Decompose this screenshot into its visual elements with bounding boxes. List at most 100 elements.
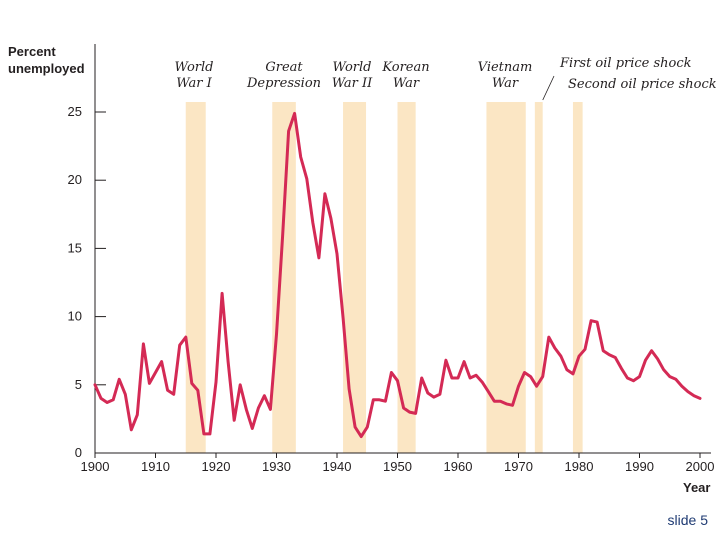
shaded-period-2 — [343, 102, 367, 453]
data-point-1958 — [445, 359, 447, 361]
data-point-1989 — [632, 380, 635, 382]
data-point-1973 — [536, 385, 538, 387]
data-point-1909 — [148, 382, 151, 385]
annotation-great-depression: Great Depression — [244, 60, 324, 92]
x-tick-label-1: 1910 — [141, 459, 170, 474]
data-point-1967 — [499, 400, 501, 402]
data-point-1911 — [160, 361, 163, 363]
data-point-1933 — [294, 112, 296, 114]
data-point-1925 — [245, 408, 247, 410]
data-point-1965 — [487, 391, 489, 393]
data-point-1982 — [590, 320, 592, 322]
annotation-ww1-line2: War I — [176, 76, 212, 91]
data-point-1901 — [100, 397, 102, 400]
slide-number: slide 5 — [667, 512, 708, 528]
data-point-1932 — [288, 130, 290, 132]
data-point-1990 — [638, 376, 641, 378]
data-point-1977 — [560, 355, 562, 357]
data-point-1923 — [233, 419, 235, 421]
data-point-1946 — [372, 399, 374, 401]
data-point-1971 — [523, 371, 526, 374]
data-point-1920 — [215, 381, 217, 383]
shaded-period-3 — [397, 102, 416, 453]
data-point-1952 — [409, 411, 411, 413]
data-point-1948 — [384, 400, 386, 402]
data-point-1975 — [548, 336, 550, 338]
data-point-1928 — [263, 395, 265, 397]
data-point-1922 — [227, 361, 229, 363]
y-tick-label-4: 20 — [68, 172, 82, 187]
data-point-1907 — [136, 414, 138, 416]
data-point-1905 — [124, 393, 126, 395]
x-tick-label-3: 1930 — [262, 459, 291, 474]
series-layer — [93, 111, 702, 439]
data-point-1988 — [626, 377, 629, 379]
data-point-1906 — [130, 429, 132, 431]
annotation-vietnam-war-line1: Vietnam — [477, 60, 533, 75]
data-point-1912 — [167, 389, 169, 391]
data-point-1963 — [475, 374, 477, 376]
data-point-1991 — [644, 359, 647, 361]
data-point-1917 — [197, 389, 199, 391]
data-point-1935 — [306, 178, 308, 180]
annotation-great-depression-line2: Depression — [246, 76, 322, 91]
data-point-1995 — [669, 376, 671, 378]
data-point-1960 — [457, 377, 459, 379]
data-point-1903 — [112, 399, 114, 401]
data-point-1987 — [620, 367, 622, 370]
data-point-1969 — [511, 404, 514, 406]
data-point-1985 — [608, 354, 610, 356]
y-tick-label-1: 5 — [75, 377, 82, 392]
data-point-1950 — [396, 380, 399, 382]
data-point-1994 — [663, 369, 665, 371]
annotation-korean-war: Korean War — [378, 60, 434, 92]
data-point-1996 — [675, 378, 677, 380]
data-point-1956 — [433, 396, 435, 398]
data-point-1966 — [493, 400, 495, 402]
data-point-1944 — [360, 436, 362, 438]
x-tick-label-8: 1980 — [565, 459, 594, 474]
shaded-period-1 — [272, 102, 296, 453]
data-point-1964 — [481, 381, 483, 383]
x-tick-label-5: 1950 — [383, 459, 412, 474]
x-tick-label-9: 1990 — [625, 459, 654, 474]
annotation-ww2: World War II — [326, 60, 378, 92]
annotation-vietnam-war: Vietnam War — [474, 60, 536, 92]
data-point-1945 — [366, 426, 368, 428]
data-point-1921 — [221, 292, 223, 295]
data-point-1968 — [505, 403, 507, 405]
first-oil-shock-pointer — [542, 75, 555, 101]
data-point-1942 — [348, 388, 350, 390]
data-point-1976 — [554, 347, 556, 349]
data-point-1915 — [185, 336, 187, 338]
data-point-1934 — [300, 156, 302, 158]
data-point-1970 — [517, 385, 520, 387]
axes: 0 5 10 15 20 25 1900 1910 1920 1930 1940 1950 1960 19… — [68, 44, 714, 474]
data-point-1937 — [318, 257, 320, 259]
annotation-ww1-line1: World — [174, 60, 214, 75]
data-point-1953 — [415, 412, 417, 415]
y-tick-label-0: 0 — [75, 445, 82, 460]
data-point-1961 — [463, 361, 465, 363]
data-point-1951 — [402, 407, 405, 409]
data-point-1992 — [651, 350, 653, 352]
annotation-great-depression-line1: Great — [265, 60, 303, 75]
data-point-1999 — [693, 395, 695, 397]
x-axis-label: Year — [683, 480, 711, 495]
data-point-1936 — [312, 221, 314, 224]
data-point-1978 — [566, 369, 568, 371]
data-point-1941 — [342, 317, 344, 319]
data-point-1984 — [602, 350, 604, 352]
shaded-period-4 — [486, 102, 526, 453]
data-point-1972 — [530, 376, 532, 378]
data-point-1954 — [421, 377, 423, 379]
shaded-period-0 — [185, 102, 206, 453]
data-point-1918 — [203, 433, 205, 435]
data-point-1930 — [275, 333, 278, 335]
data-point-1959 — [451, 377, 453, 379]
data-point-1916 — [191, 382, 193, 385]
data-point-1998 — [687, 391, 689, 393]
annotation-vietnam-war-line2: War — [491, 76, 519, 91]
data-point-1910 — [154, 371, 157, 374]
data-point-1981 — [584, 348, 586, 350]
